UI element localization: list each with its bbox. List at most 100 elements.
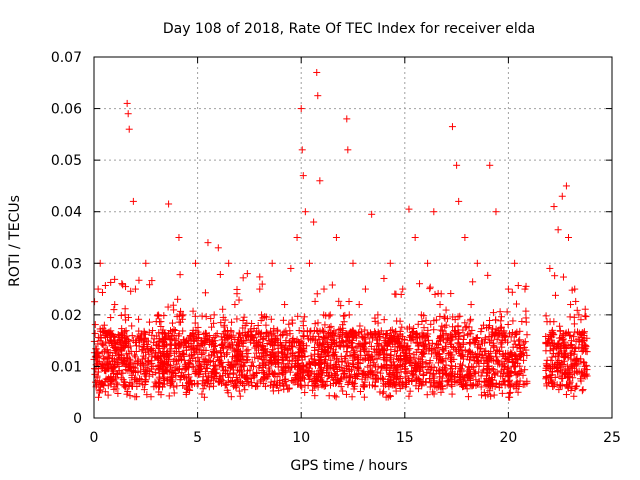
data-point (416, 280, 424, 288)
data-point (202, 364, 210, 372)
data-point (341, 311, 349, 319)
data-point (522, 318, 530, 326)
data-point (194, 380, 202, 388)
data-point (220, 367, 228, 375)
data-point (297, 372, 305, 380)
data-point (210, 319, 218, 327)
data-point (460, 374, 468, 382)
data-point (518, 318, 526, 326)
data-point (250, 325, 258, 333)
data-point (407, 359, 415, 367)
data-point (512, 330, 520, 338)
data-point (166, 340, 174, 348)
data-point (467, 315, 475, 323)
data-point (170, 389, 178, 397)
data-point (175, 318, 183, 326)
data-point (287, 264, 295, 272)
data-point (452, 362, 460, 370)
data-point (344, 333, 352, 341)
data-point (437, 388, 445, 396)
data-point (520, 339, 528, 347)
data-point (430, 208, 438, 216)
data-point (332, 393, 340, 401)
data-point (325, 324, 333, 332)
data-point (497, 340, 505, 348)
data-point (233, 341, 241, 349)
data-point (498, 343, 506, 351)
data-point (329, 337, 337, 345)
data-point (294, 312, 302, 320)
data-point (124, 110, 132, 118)
data-point (149, 327, 157, 335)
data-point (311, 392, 319, 400)
data-point (438, 382, 446, 390)
data-point (104, 391, 112, 399)
data-point (316, 177, 324, 185)
data-point (405, 205, 413, 213)
data-point (430, 326, 438, 334)
data-point (414, 385, 422, 393)
data-point (261, 313, 269, 321)
data-point (490, 391, 498, 399)
data-point (117, 311, 125, 319)
data-point (410, 353, 418, 361)
data-point (285, 356, 293, 364)
data-point (298, 146, 306, 154)
data-point (300, 313, 308, 321)
data-point (477, 328, 485, 336)
data-point (263, 329, 271, 337)
data-point (272, 334, 280, 342)
data-point (456, 312, 464, 320)
data-point (176, 352, 184, 360)
data-point (542, 312, 550, 320)
data-point (579, 386, 587, 394)
data-point (466, 339, 474, 347)
data-point (291, 374, 299, 382)
data-point (184, 371, 192, 379)
chart-title: Day 108 of 2018, Rate Of TEC Index for r… (163, 21, 535, 37)
data-point (504, 320, 512, 328)
data-point (486, 161, 494, 169)
data-point (354, 365, 362, 373)
data-point (313, 68, 321, 76)
data-point (508, 350, 516, 358)
data-point (420, 324, 428, 332)
data-point (448, 123, 456, 131)
data-point (374, 319, 382, 327)
data-point (498, 389, 506, 397)
data-point (122, 327, 130, 335)
data-point (486, 316, 494, 324)
data-point (405, 392, 413, 400)
data-point (550, 203, 558, 211)
data-point (344, 359, 352, 367)
data-point (440, 313, 448, 321)
data-point (519, 371, 527, 379)
data-point (418, 318, 426, 326)
data-point (422, 360, 430, 368)
data-point (355, 301, 363, 309)
data-point (556, 322, 564, 330)
data-point (227, 393, 235, 401)
data-point (326, 381, 334, 389)
data-point (442, 306, 450, 314)
data-point (117, 369, 125, 377)
data-point (515, 337, 523, 345)
data-points (90, 68, 591, 401)
data-point (361, 326, 369, 334)
data-point (111, 275, 119, 283)
data-point (521, 366, 529, 374)
data-point (219, 313, 227, 321)
data-point (147, 346, 155, 354)
data-point (157, 318, 165, 326)
data-point (498, 313, 506, 321)
data-point (213, 330, 221, 338)
data-point (453, 161, 461, 169)
data-point (410, 324, 418, 332)
data-point (344, 341, 352, 349)
data-point (426, 357, 434, 365)
data-point (148, 277, 156, 285)
data-point (572, 344, 580, 352)
data-point (332, 234, 340, 241)
data-point (239, 274, 247, 282)
